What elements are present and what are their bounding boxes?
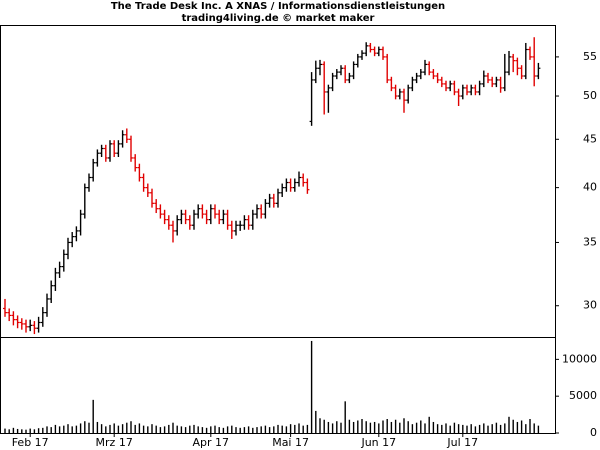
y-tick-label: 45 — [583, 132, 597, 145]
y-tick-label: 5000 — [569, 389, 597, 402]
y-tick-label: 35 — [583, 235, 597, 248]
y-tick-label: 50 — [583, 89, 597, 102]
x-tick-label: Jul 17 — [446, 436, 478, 449]
x-tick-label: Jun 17 — [360, 436, 396, 449]
y-tick-label: 10000 — [562, 352, 597, 365]
y-tick-label: 40 — [583, 181, 597, 194]
x-tick-label: Mrz 17 — [96, 436, 133, 449]
y-tick-label: 30 — [583, 299, 597, 312]
chart-subtitle: trading4living.de © market maker — [182, 13, 375, 24]
y-tick-label: 55 — [583, 50, 597, 63]
chart-title: The Trade Desk Inc. A XNAS / Information… — [111, 1, 445, 12]
x-tick-label: Apr 17 — [193, 436, 230, 449]
y-tick-label: 0 — [590, 426, 597, 439]
x-tick-label: Mai 17 — [272, 436, 309, 449]
volume-frame — [0, 337, 556, 434]
x-tick-label: Feb 17 — [12, 436, 49, 449]
price-frame — [0, 25, 556, 338]
